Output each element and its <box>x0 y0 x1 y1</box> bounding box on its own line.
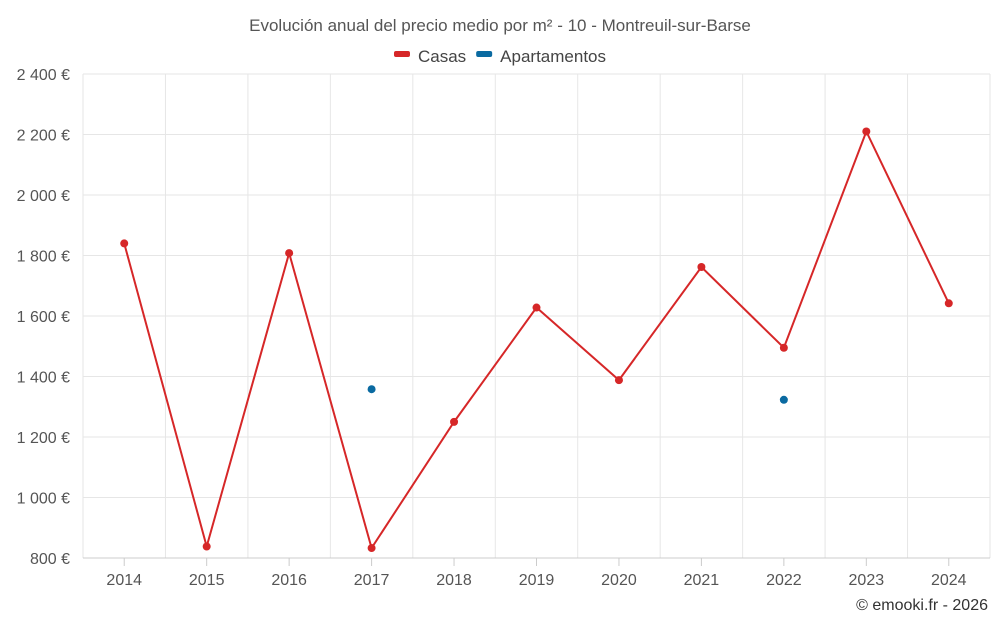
x-tick-label: 2017 <box>354 572 390 589</box>
x-tick-label: 2024 <box>931 572 967 589</box>
data-point-casas[interactable] <box>285 249 294 258</box>
x-tick-label: 2019 <box>519 572 555 589</box>
data-point-casas[interactable] <box>367 544 376 553</box>
data-point-apartamentos[interactable] <box>779 395 788 404</box>
legend-label: Apartamentos <box>500 47 606 66</box>
data-point-casas[interactable] <box>614 376 623 385</box>
legend-item-casas[interactable]: Casas <box>393 47 466 66</box>
series-group <box>120 127 953 553</box>
x-tick-label: 2023 <box>849 572 885 589</box>
y-axis: 800 € 1 000 € 1 200 € 1 400 € 1 600 € 1 800 €… <box>17 67 70 568</box>
data-point-apartamentos[interactable] <box>367 385 376 394</box>
data-point-casas[interactable] <box>202 542 211 551</box>
x-tick-label: 2014 <box>106 572 142 589</box>
data-point-casas[interactable] <box>120 239 129 248</box>
credit-text: © emooki.fr - 2026 <box>856 597 988 614</box>
x-tick-label: 2016 <box>271 572 307 589</box>
y-tick-label: 1 400 € <box>17 370 70 387</box>
y-tick-label: 1 200 € <box>17 430 70 447</box>
y-tick-label: 1 800 € <box>17 249 70 266</box>
legend-swatch <box>476 51 493 57</box>
data-point-casas[interactable] <box>697 262 706 271</box>
data-point-casas[interactable] <box>450 417 459 426</box>
data-point-casas[interactable] <box>532 303 541 312</box>
y-tick-label: 2 000 € <box>17 188 70 205</box>
data-point-casas[interactable] <box>779 343 788 352</box>
x-tick-label: 2020 <box>601 572 637 589</box>
x-tick-label: 2021 <box>684 572 720 589</box>
y-tick-label: 2 200 € <box>17 128 70 145</box>
legend: Casas Apartamentos <box>393 47 606 66</box>
y-tick-label: 1 600 € <box>17 309 70 326</box>
data-point-casas[interactable] <box>862 127 871 136</box>
grid <box>82 73 991 559</box>
legend-swatch <box>393 51 410 57</box>
legend-item-apartamentos[interactable]: Apartamentos <box>476 47 606 66</box>
x-axis: 2014 2015 2016 2017 2018 2019 2020 2021 2022 2023… <box>83 557 990 589</box>
legend-label: Casas <box>418 47 466 66</box>
x-tick-label: 2022 <box>766 572 802 589</box>
data-point-casas[interactable] <box>944 299 953 308</box>
x-tick-label: 2015 <box>189 572 225 589</box>
x-tick-label: 2018 <box>436 572 472 589</box>
y-tick-label: 800 € <box>30 551 70 568</box>
chart-title: Evolución anual del precio medio por m² … <box>249 16 751 35</box>
y-tick-label: 2 400 € <box>17 67 70 84</box>
y-tick-label: 1 000 € <box>17 491 70 508</box>
